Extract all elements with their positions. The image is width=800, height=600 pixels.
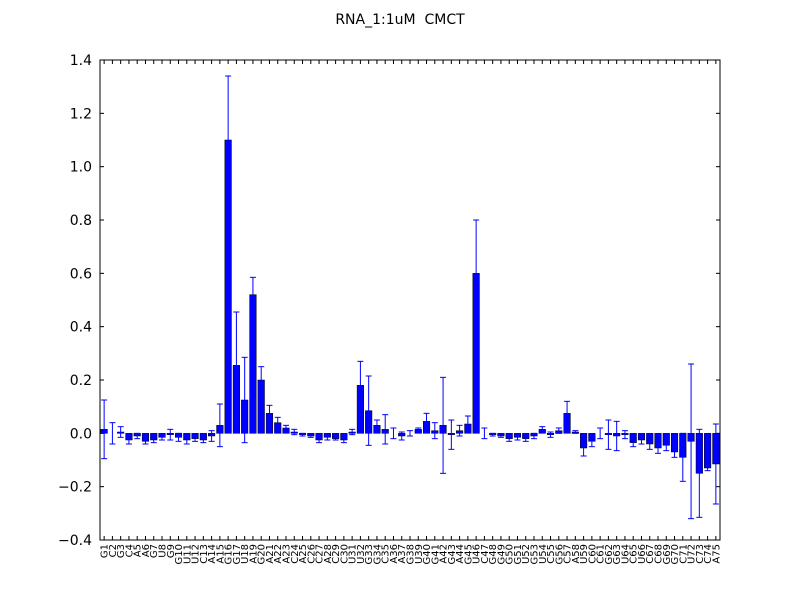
chart-title: RNA_1:1uM CMCT — [335, 12, 465, 28]
x-tick-label: C68 — [654, 544, 665, 564]
x-tick-label: G41 — [430, 544, 441, 564]
x-tick-label: U32 — [356, 544, 367, 564]
x-tick-label: G16 — [224, 544, 235, 564]
x-tick-label: U39 — [414, 544, 425, 564]
x-tick-label: C30 — [339, 544, 350, 564]
x-tick-label: G70 — [670, 544, 681, 564]
x-tick-label: A36 — [389, 544, 400, 564]
x-tick-label: A23 — [282, 544, 293, 564]
bar — [249, 294, 257, 434]
y-tick-label: 1.0 — [70, 160, 92, 176]
x-tick-label: G1 — [100, 544, 111, 558]
x-tick-label: G62 — [604, 544, 615, 564]
y-tick-label: 0.8 — [70, 213, 92, 229]
x-tick-label: C35 — [381, 544, 392, 564]
x-tick-label: A75 — [711, 544, 722, 564]
x-tick-label: G9 — [166, 544, 177, 558]
x-tick-label: C24 — [290, 544, 301, 564]
x-tick-label: U18 — [240, 544, 251, 564]
x-tick-label: G49 — [496, 544, 507, 564]
x-tick-label: U72 — [687, 544, 698, 564]
x-tick-label: G43 — [447, 544, 458, 564]
x-tick-label: U59 — [579, 544, 590, 564]
x-tick-label: C13 — [199, 544, 210, 564]
x-tick-label: G51 — [513, 544, 524, 564]
x-tick-label: U11 — [182, 544, 193, 564]
x-tick-label: A58 — [571, 544, 582, 564]
x-tick-label: A6 — [141, 544, 152, 557]
x-tick-label: C60 — [587, 544, 598, 564]
y-tick-label: 0.4 — [70, 320, 92, 336]
y-tick-label: 1.4 — [70, 53, 92, 69]
x-tick-label: U12 — [191, 544, 202, 564]
y-tick-label: 0.6 — [70, 266, 92, 282]
x-tick-label: C2 — [108, 544, 119, 557]
x-tick-label: C47 — [480, 544, 491, 564]
x-tick-label: C67 — [645, 544, 656, 564]
x-tick-label: U66 — [637, 544, 648, 564]
x-tick-label: C61 — [596, 544, 607, 564]
x-tick-label: A19 — [248, 544, 259, 564]
x-tick-label: C74 — [703, 544, 714, 564]
x-tick-label: G10 — [174, 544, 185, 564]
x-tick-label: G38 — [406, 544, 417, 564]
bar — [704, 433, 712, 469]
x-tick-label: G48 — [488, 544, 499, 564]
x-tick-label: A44 — [455, 544, 466, 564]
x-tick-label: C65 — [629, 544, 640, 564]
x-tick-label: C26 — [306, 544, 317, 564]
x-tick-label: G53 — [530, 544, 541, 564]
y-tick-label: 0.2 — [70, 373, 92, 389]
y-tick-label: 0.0 — [70, 426, 92, 442]
x-tick-label: A15 — [215, 544, 226, 564]
x-tick-label: G17 — [232, 544, 243, 564]
x-tick-label: U46 — [472, 544, 483, 564]
x-tick-label: A5 — [133, 544, 144, 557]
x-tick-label: C57 — [563, 544, 574, 564]
x-tick-label: U31 — [348, 544, 359, 564]
x-tick-label: A25 — [298, 544, 309, 564]
x-tick-label: A22 — [273, 544, 284, 564]
x-tick-label: C71 — [678, 544, 689, 564]
x-tick-label: G3 — [116, 544, 127, 558]
x-tick-label: G7 — [149, 544, 160, 558]
x-tick-label: C73 — [695, 544, 706, 564]
x-tick-label: G40 — [422, 544, 433, 564]
x-tick-label: A14 — [207, 544, 218, 564]
x-tick-label: G69 — [662, 544, 673, 564]
y-tick-label: −0.2 — [58, 480, 92, 496]
y-tick-label: −0.4 — [58, 533, 92, 549]
x-tick-label: G45 — [463, 544, 474, 564]
x-tick-label: U52 — [521, 544, 532, 564]
x-tick-label: A21 — [265, 544, 276, 564]
x-tick-label: U54 — [538, 544, 549, 564]
x-tick-label: G63 — [612, 544, 623, 564]
x-tick-label: C55 — [546, 544, 557, 564]
x-tick-label: G33 — [364, 544, 375, 564]
x-tick-label: C4 — [124, 544, 135, 557]
x-tick-label: G50 — [505, 544, 516, 564]
x-tick-label: A28 — [323, 544, 334, 564]
x-tick-label: G20 — [257, 544, 268, 564]
x-tick-label: C27 — [315, 544, 326, 564]
y-tick-label: 1.2 — [70, 106, 92, 122]
x-tick-label: U8 — [158, 544, 169, 558]
x-tick-label: C29 — [331, 544, 342, 564]
x-tick-label: A42 — [439, 544, 450, 564]
x-tick-label: U64 — [620, 544, 631, 564]
x-tick-label: G34 — [372, 544, 383, 564]
x-tick-label: A37 — [397, 544, 408, 564]
plot-frame — [99, 59, 721, 541]
x-tick-label: G56 — [554, 544, 565, 564]
